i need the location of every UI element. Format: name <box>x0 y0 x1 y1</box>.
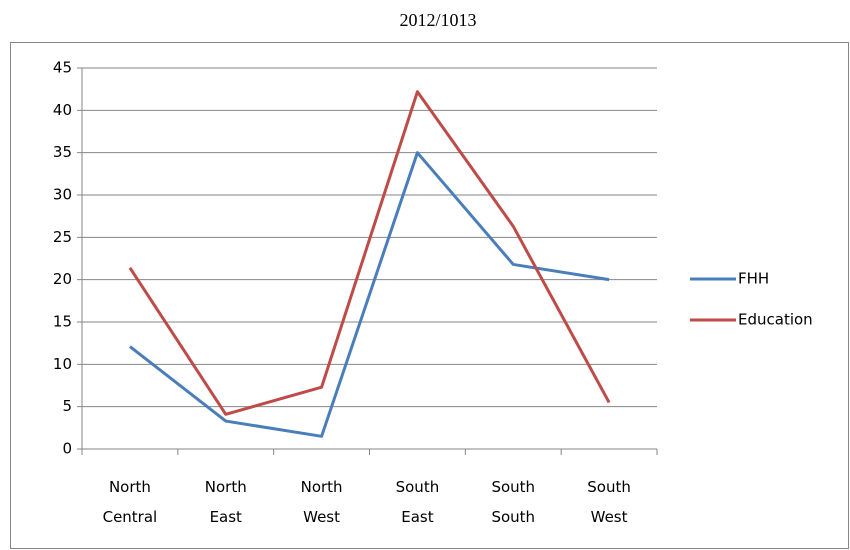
y-tick-label: 40 <box>53 101 72 119</box>
x-tick-label: South East <box>396 478 440 526</box>
line-series <box>128 151 610 438</box>
y-tick-label: 5 <box>62 397 72 415</box>
legend-label: FHH <box>738 270 769 288</box>
chart-title: 2012/1013 <box>399 10 476 30</box>
chart-border <box>10 42 849 549</box>
y-tick-label: 20 <box>53 270 72 288</box>
x-tick-label: South West <box>587 478 631 526</box>
x-tick-label: South South <box>491 478 535 526</box>
y-tick-label: 35 <box>53 143 72 161</box>
x-tick-label: North East <box>205 478 247 526</box>
x-tick-label: North West <box>301 478 343 526</box>
y-tick-label: 10 <box>53 355 72 373</box>
legend-label: Education <box>738 311 813 329</box>
line-series <box>128 90 611 416</box>
y-tick-label: 30 <box>53 186 72 204</box>
y-tick-label: 0 <box>62 440 72 458</box>
y-tick-label: 25 <box>53 228 72 246</box>
x-tick-label: North Central <box>103 478 158 526</box>
y-tick-label: 15 <box>53 313 72 331</box>
y-tick-label: 45 <box>53 59 72 77</box>
